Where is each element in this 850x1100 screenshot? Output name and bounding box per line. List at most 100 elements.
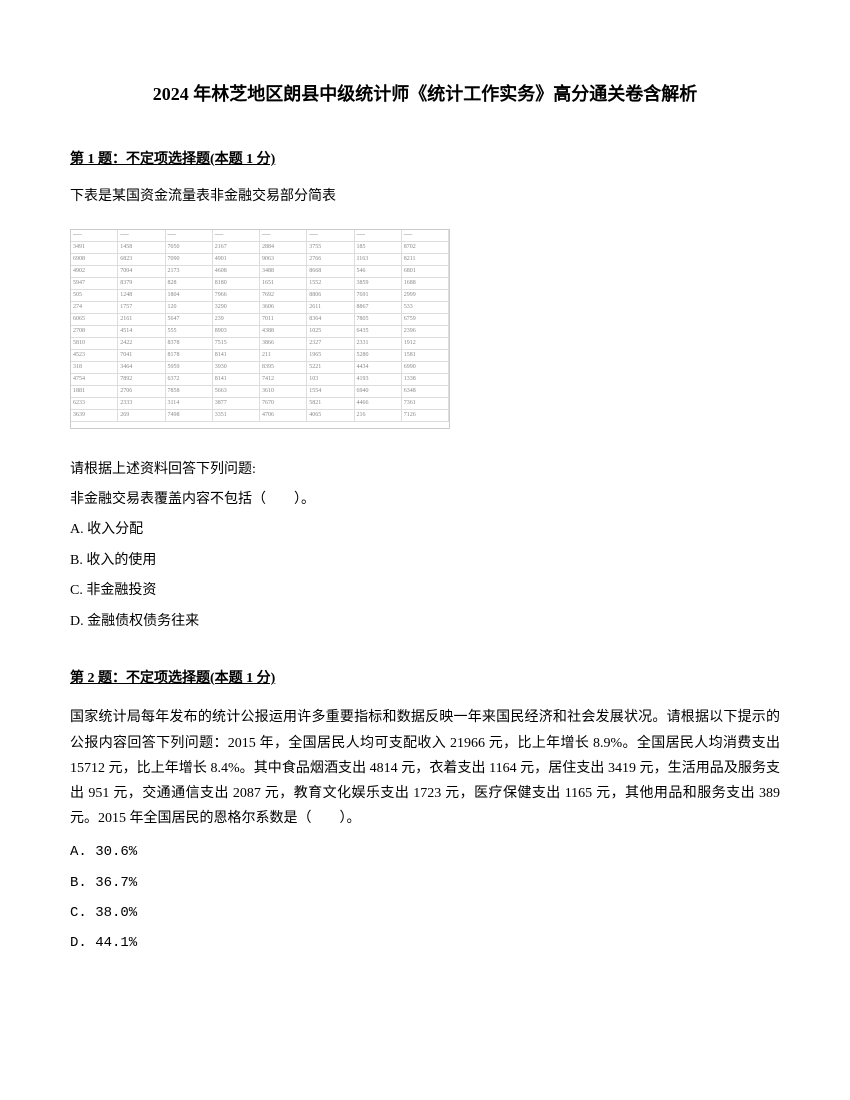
table-cell: 3610 [260,386,307,397]
table-cell: 7090 [166,254,213,265]
q1-option-a: A. 收入分配 [70,519,780,541]
table-row: 5947837982881801651155238591688 [71,278,449,290]
q2-option-c: C. 38.0% [70,902,780,924]
table-row: ──────────────── [71,230,449,242]
q1-question: 非金融交易表覆盖内容不包括（ ）。 [70,489,780,511]
table-cell: 2422 [118,338,165,349]
table-cell: 7805 [355,314,402,325]
table-cell: 6233 [71,398,118,409]
table-cell: 6065 [71,314,118,325]
q2-body: 国家统计局每年发布的统计公报运用许多重要指标和数据反映一年来国民经济和社会发展状… [70,705,780,831]
table-row: 69086823709049019063276611638211 [71,254,449,266]
table-cell: 2167 [213,242,260,253]
q1-intro: 下表是某国资金流量表非金融交易部分简表 [70,186,780,208]
q2-option-a-text: A. 30.6% [70,844,137,860]
table-cell: 8903 [213,326,260,337]
table-cell: 3755 [307,242,354,253]
table-cell: 6435 [355,326,402,337]
table-row: 18812706785856633610155469406348 [71,386,449,398]
table-cell: 2331 [355,338,402,349]
table-cell: 6823 [118,254,165,265]
table-cell: 4608 [213,266,260,277]
q1-option-c: C. 非金融投资 [70,580,780,602]
table-cell: 2161 [118,314,165,325]
table-row: 4902700421734608348886685466801 [71,266,449,278]
table-cell: 2766 [307,254,354,265]
table-cell: 5810 [71,338,118,349]
q1-option-a-text: A. 收入分配 [70,522,143,537]
table-cell: 8668 [307,266,354,277]
q1-option-d: D. 金融债权债务往来 [70,611,780,633]
table-cell: 4388 [260,326,307,337]
table-row: 3183464595939308395522144346990 [71,362,449,374]
table-cell: 1458 [118,242,165,253]
table-cell: 1554 [307,386,354,397]
table-cell: 9063 [260,254,307,265]
table-cell: 1881 [71,386,118,397]
table-row: 4754789263728141741210341931338 [71,374,449,386]
table-cell: 5947 [71,278,118,289]
table-cell: 555 [166,326,213,337]
table-cell: 1552 [307,278,354,289]
table-cell: 7361 [402,398,449,409]
table-cell: 2333 [118,398,165,409]
table-row: 4523704181788141211196552801581 [71,350,449,362]
table-cell: 8378 [166,338,213,349]
table-cell: 6759 [402,314,449,325]
table-cell: 8141 [213,350,260,361]
table-cell: 3464 [118,362,165,373]
table-cell: ── [166,230,213,241]
table-cell: 274 [71,302,118,313]
table-cell: ── [213,230,260,241]
table-cell: 8395 [260,362,307,373]
table-cell: 7050 [166,242,213,253]
table-cell: 120 [166,302,213,313]
table-cell: 185 [355,242,402,253]
table-cell: 5959 [166,362,213,373]
table-row: 3491145870502167288437551858702 [71,242,449,254]
table-cell: 546 [355,266,402,277]
table-cell: 2884 [260,242,307,253]
table-cell: 6348 [402,386,449,397]
table-row: 6065216156472397011836478056759 [71,314,449,326]
table-cell: 5663 [213,386,260,397]
table-cell: 828 [166,278,213,289]
table-cell: 2173 [166,266,213,277]
table-cell: 3114 [166,398,213,409]
q2-option-a: A. 30.6% [70,841,780,863]
table-cell: ── [260,230,307,241]
table-row: 2708451455589034388102564352396 [71,326,449,338]
table-cell: 211 [260,350,307,361]
table-cell: 8364 [307,314,354,325]
table-row: 363926974983351470640652167126 [71,410,449,422]
table-cell: 2999 [402,290,449,301]
table-cell: 4514 [118,326,165,337]
table-cell: 8141 [213,374,260,385]
table-cell: 1163 [355,254,402,265]
q1-data-table: ────────────────349114587050216728843755… [70,229,450,429]
table-cell: 2706 [118,386,165,397]
table-cell: 6940 [355,386,402,397]
table-cell: 4434 [355,362,402,373]
table-row: 27417571203290360626118867533 [71,302,449,314]
table-cell: 1804 [166,290,213,301]
q2-option-b-text: B. 36.7% [70,875,137,891]
q2-option-b: B. 36.7% [70,872,780,894]
table-cell: 4193 [355,374,402,385]
table-cell: 7670 [260,398,307,409]
table-cell: 6801 [402,266,449,277]
table-cell: 505 [71,290,118,301]
table-cell: 1688 [402,278,449,289]
table-cell: 8379 [118,278,165,289]
table-cell: 4706 [260,410,307,421]
table-cell: 2611 [307,302,354,313]
table-cell: 3290 [213,302,260,313]
table-cell: 3639 [71,410,118,421]
table-cell: ── [71,230,118,241]
table-cell: 3491 [71,242,118,253]
table-cell: 7126 [402,410,449,421]
table-cell: 5280 [355,350,402,361]
question-1-section: 第 1 题：不定项选择题(本题 1 分) 下表是某国资金流量表非金融交易部分简表… [70,149,780,633]
table-cell: 8180 [213,278,260,289]
table-cell: 4466 [355,398,402,409]
